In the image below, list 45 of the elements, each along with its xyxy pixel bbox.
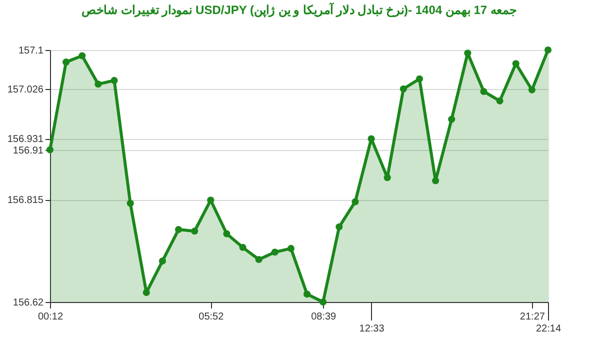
point	[320, 298, 327, 306]
x-tick-label: 05:52	[198, 312, 224, 322]
point	[174, 226, 182, 234]
point	[287, 244, 295, 252]
y-tick-label: 157.026	[7, 84, 44, 96]
point	[496, 97, 504, 104]
point	[480, 88, 488, 96]
point	[46, 146, 54, 154]
point	[336, 223, 343, 230]
x-tick-label: 00:12	[38, 312, 64, 322]
point	[158, 258, 166, 265]
y-tick-label: 156.931	[7, 134, 44, 146]
x-tick-label: 08:39	[311, 312, 337, 322]
point	[384, 174, 391, 182]
point	[78, 52, 86, 60]
y-tick-label: 156.62	[12, 298, 44, 308]
y-tick-label: 156.815	[7, 195, 44, 206]
point	[271, 248, 278, 256]
point	[239, 244, 246, 251]
x-tick-label: 12:33	[359, 324, 385, 334]
point	[400, 85, 407, 92]
point	[303, 290, 311, 298]
point	[432, 177, 440, 184]
chart-title: نمودار تغییرات شاخص USD/JPY (نرخ تبادل دلار آمریکا و ین ژاپن)- جمعه 17 بهمن 1404	[82, 1, 516, 18]
x-tick-label: 21:27	[520, 312, 546, 322]
point	[464, 50, 472, 57]
point	[544, 46, 552, 54]
point	[255, 256, 262, 264]
point	[110, 76, 118, 84]
point	[416, 75, 424, 82]
point	[62, 58, 70, 66]
point	[512, 60, 520, 68]
point	[223, 230, 230, 238]
point	[528, 86, 536, 94]
y-tick-label: 156.91	[12, 145, 44, 156]
x-tick-label: 22:14	[536, 324, 562, 334]
y-tick-label: 157.1	[18, 46, 44, 56]
point	[368, 135, 375, 142]
point	[207, 196, 214, 204]
point	[94, 80, 102, 88]
point	[142, 289, 150, 296]
point	[126, 200, 134, 207]
point	[448, 116, 456, 123]
point	[352, 198, 359, 206]
point	[191, 228, 198, 235]
